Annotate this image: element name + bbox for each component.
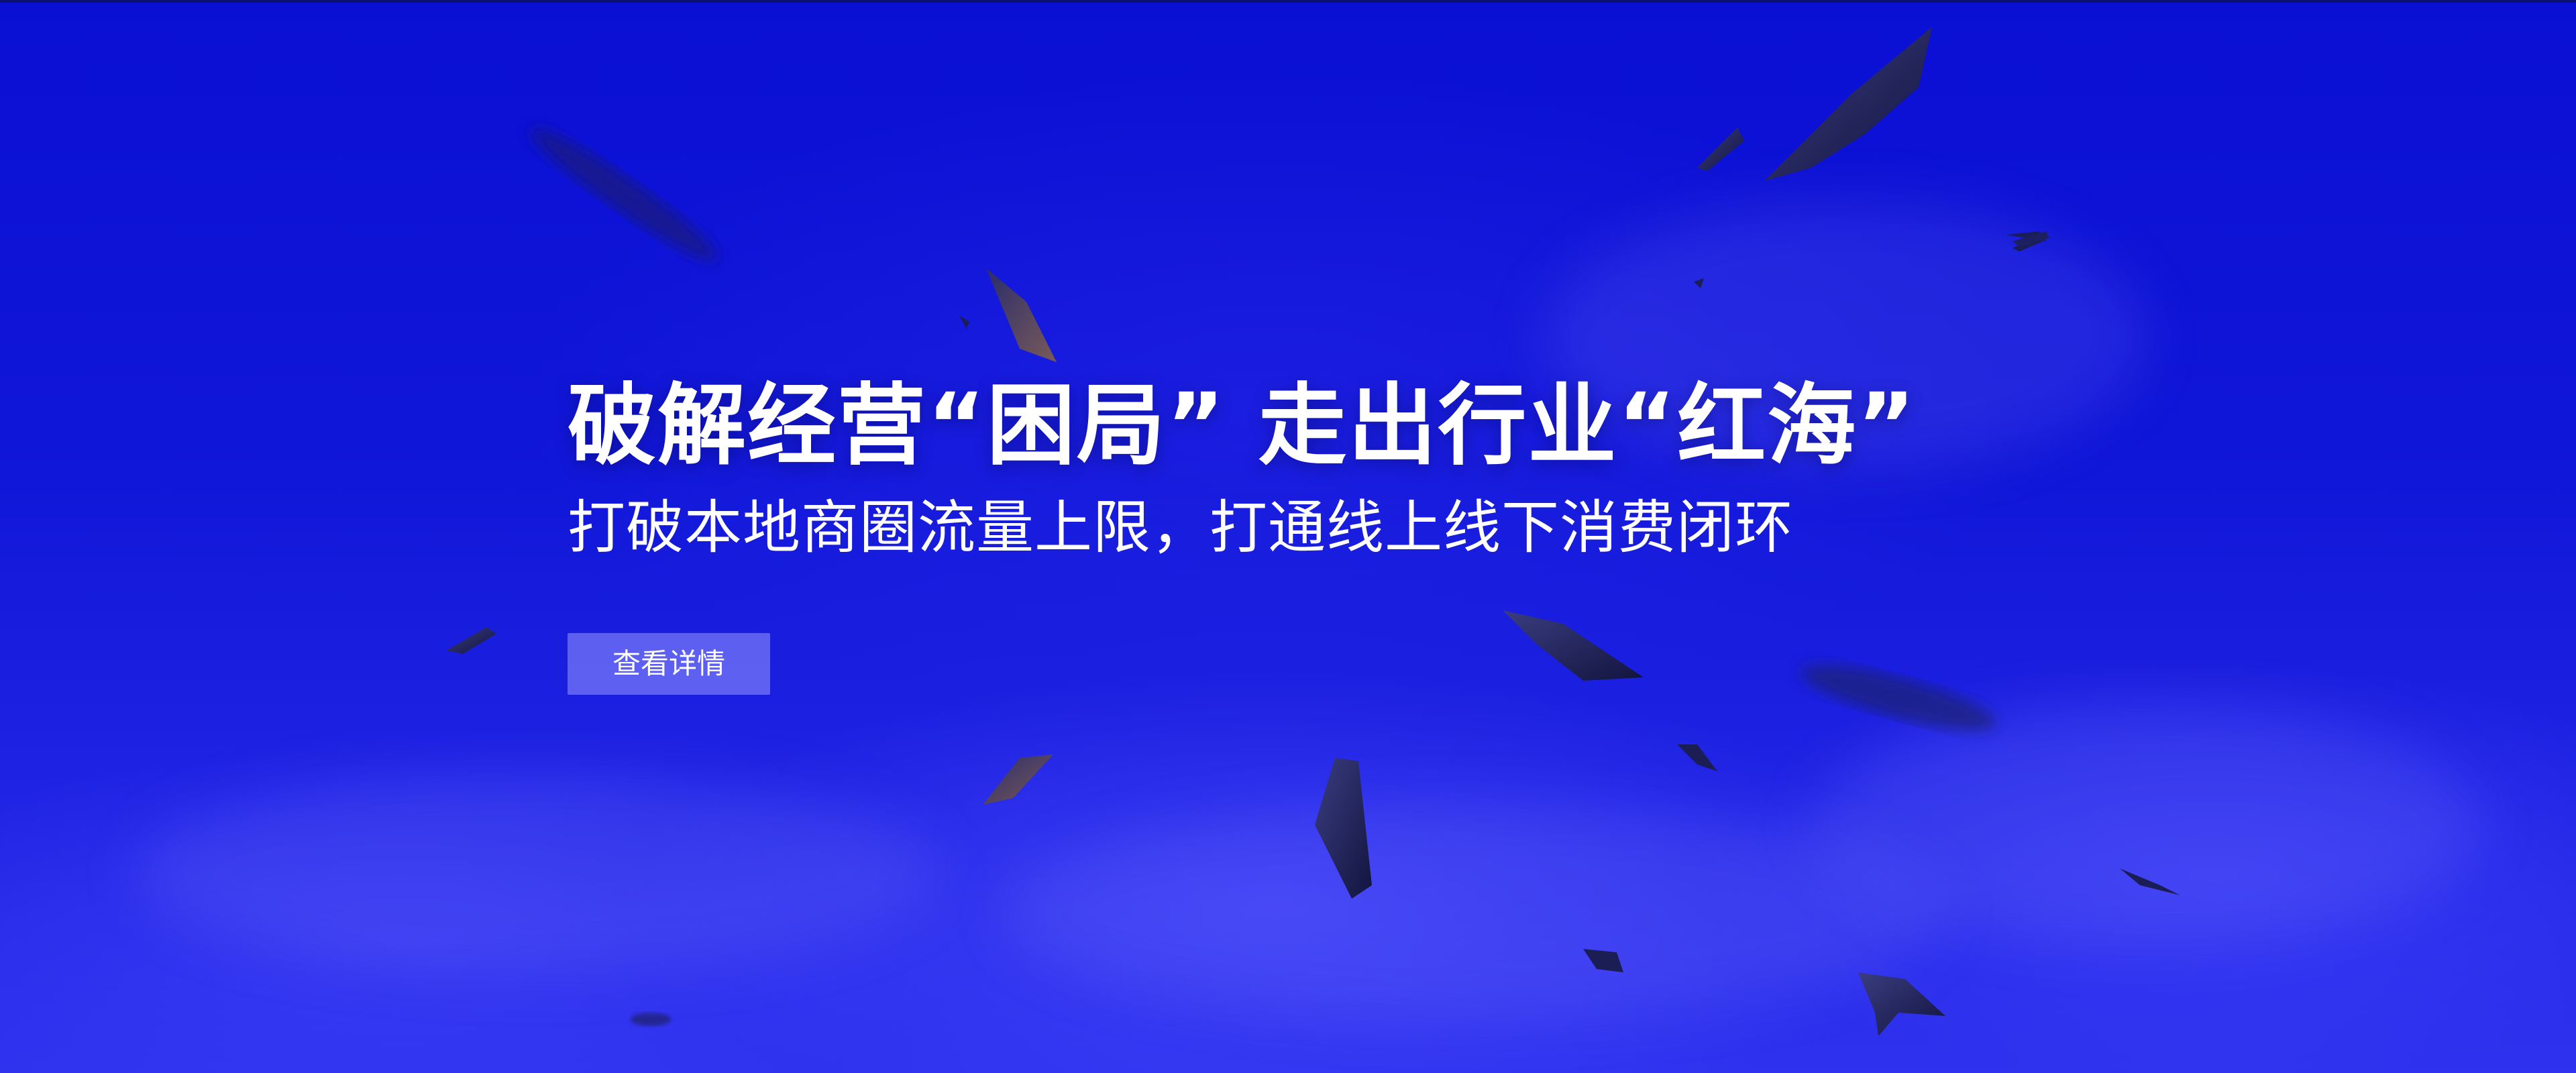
shard-icon [1858, 972, 1945, 1036]
view-details-button[interactable]: 查看详情 [568, 633, 770, 695]
blurred-shard-icon [1801, 665, 1996, 730]
mist-cloud [1006, 805, 1945, 1019]
large-shard-icon [1764, 27, 1932, 181]
mist-cloud [1811, 704, 2482, 946]
small-shard-icon [2012, 231, 2049, 247]
blurred-shard-icon [530, 127, 718, 262]
small-shard-icon [1694, 278, 1704, 288]
small-shard-icon [1583, 949, 1623, 972]
small-shard-icon [959, 315, 969, 329]
mist-cloud [1543, 201, 2147, 469]
hero-subheadline: 打破本地商圈流量上限，打通线上线下消费闭环 [568, 494, 1793, 561]
hero-content: 破解经营“困局” 走出行业“红海” 打破本地商圈流量上限，打通线上线下消费闭环 … [568, 376, 2110, 695]
shard-icon [986, 268, 1057, 362]
top-border [0, 0, 2576, 3]
small-shard-icon [2120, 868, 2180, 895]
tall-shard-icon [1315, 758, 1372, 899]
shard-icon [1503, 610, 1644, 681]
hero-headline: 破解经营“困局” 走出行业“红海” [568, 374, 1917, 477]
shard-icon [446, 627, 496, 654]
mist-cloud [134, 771, 939, 972]
shard-icon [983, 754, 1053, 805]
blurred-shard-icon [631, 1013, 671, 1026]
small-shard-icon [1697, 127, 1744, 171]
small-shard-icon [1677, 744, 1717, 771]
